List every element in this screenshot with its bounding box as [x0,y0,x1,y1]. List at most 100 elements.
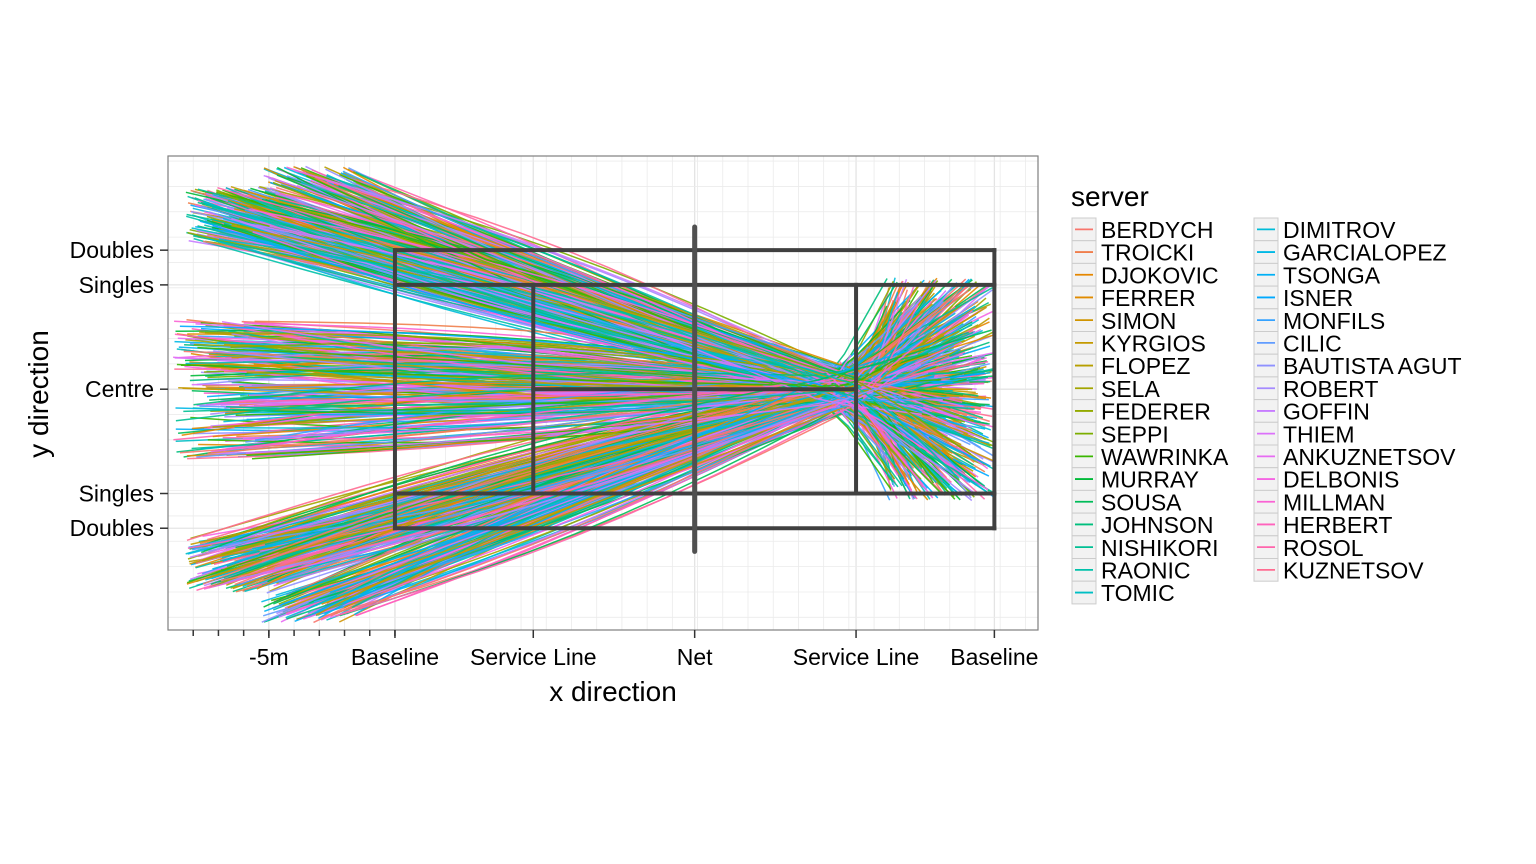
x-tick-label: Service Line [470,644,597,670]
trajectory-line [237,344,955,587]
legend: server BERDYCHTROICKIDJOKOVICFERRERSIMON… [1071,181,1462,606]
legend-item: TOMIC [1071,580,1175,606]
legend-label: ISNER [1283,285,1353,311]
trajectory-line [205,203,958,478]
legend-label: MURRAY [1101,467,1199,493]
legend-label: CILIC [1283,331,1342,357]
legend-label: NISHIKORI [1101,535,1219,561]
legend-item: ISNER [1253,285,1353,311]
legend-item: CILIC [1253,331,1342,357]
legend-label: SOUSA [1101,489,1182,515]
legend-label: FERRER [1101,285,1196,311]
trajectory-line [232,306,987,590]
trajectory-line [335,304,919,617]
trajectory-line [232,368,979,415]
legend-label: SIMON [1101,308,1176,334]
legend-item: MURRAY [1071,467,1199,493]
legend-label: WAWRINKA [1101,444,1229,470]
legend-label: GARCIALOPEZ [1283,240,1447,266]
legend-label: KUZNETSOV [1283,558,1424,584]
legend-item: MILLMAN [1253,489,1385,515]
legend-item: TROICKI [1071,240,1194,266]
legend-item: TSONGA [1253,262,1381,288]
x-axis-title: x direction [549,676,677,707]
legend-item: HERBERT [1253,512,1393,538]
trajectory-line [269,225,922,415]
legend-item: ROSOL [1253,535,1364,561]
legend-item: WAWRINKA [1071,444,1229,470]
y-tick-label: Doubles [70,237,154,263]
legend-label: ANKUZNETSOV [1283,444,1456,470]
legend-item: THIEM [1253,421,1355,447]
legend-label: ROSOL [1283,535,1364,561]
x-tick-label: Baseline [351,644,439,670]
legend-label: FEDERER [1101,399,1211,425]
y-tick-label: Singles [79,481,154,507]
trajectory-line [252,231,989,491]
legend-item: RAONIC [1071,558,1190,584]
trajectory-line [272,181,972,455]
legend-item: SEPPI [1071,421,1169,447]
trajectory-line [274,372,929,570]
legend-label: SELA [1101,376,1160,402]
trajectory-line [193,352,928,406]
legend-item: KYRGIOS [1071,331,1206,357]
y-axis: Doubles Singles Centre Singles Doubles [70,237,168,541]
trajectory-line [179,325,953,384]
court-outline [392,224,997,554]
x-tick-label: Service Line [793,644,920,670]
legend-label: TSONGA [1283,262,1381,288]
legend-item: ROBERT [1253,376,1378,402]
x-tick-label: Baseline [950,644,1038,670]
y-tick-label: Centre [85,376,154,402]
legend-label: THIEM [1283,421,1355,447]
legend-label: TROICKI [1101,240,1194,266]
legend-item: SOUSA [1071,489,1182,515]
legend-item: GOFFIN [1253,399,1370,425]
legend-item: NISHIKORI [1071,535,1219,561]
legend-label: DELBONIS [1283,467,1399,493]
legend-label: MONFILS [1283,308,1385,334]
trajectory-line [264,342,933,613]
legend-label: DIMITROV [1283,217,1396,243]
legend-item: JOHNSON [1071,512,1213,538]
trajectory-line [207,238,960,479]
legend-label: JOHNSON [1101,512,1213,538]
legend-item: FEDERER [1071,399,1211,425]
plot-panel [167,155,1039,631]
legend-label: RAONIC [1101,558,1190,584]
trajectory-line [221,377,963,451]
x-axis: -5m Baseline Service Line Net Service Line Ba… [192,630,1038,670]
legend-label: ROBERT [1283,376,1378,402]
legend-item: DELBONIS [1253,467,1399,493]
legend-label: DJOKOVIC [1101,262,1219,288]
legend-item: DIMITROV [1253,217,1396,243]
legend-label: TOMIC [1101,580,1175,606]
legend-item: GARCIALOPEZ [1253,240,1447,266]
legend-item: BERDYCH [1071,217,1213,243]
trajectory-line [202,285,969,585]
trajectory-line [294,169,956,428]
trajectory-line [261,376,935,603]
x-tick-label: Net [677,644,713,670]
legend-label: BERDYCH [1101,217,1213,243]
legend-label: SEPPI [1101,421,1169,447]
y-tick-label: Singles [79,272,154,298]
legend-label: MILLMAN [1283,489,1385,515]
legend-label: GOFFIN [1283,399,1370,425]
legend-label: BAUTISTA AGUT [1283,353,1462,379]
y-axis-title: y direction [23,330,54,458]
legend-item: ANKUZNETSOV [1253,444,1456,470]
legend-item: FERRER [1071,285,1196,311]
x-tick-label: -5m [249,644,289,670]
legend-item: DJOKOVIC [1071,262,1219,288]
legend-label: FLOPEZ [1101,353,1190,379]
trajectory-line [193,235,995,494]
y-tick-label: Doubles [70,515,154,541]
trajectory-line [197,346,903,389]
legend-label: HERBERT [1283,512,1393,538]
legend-title: server [1071,181,1149,212]
trajectory-line [226,390,880,416]
legend-label: KYRGIOS [1101,331,1206,357]
